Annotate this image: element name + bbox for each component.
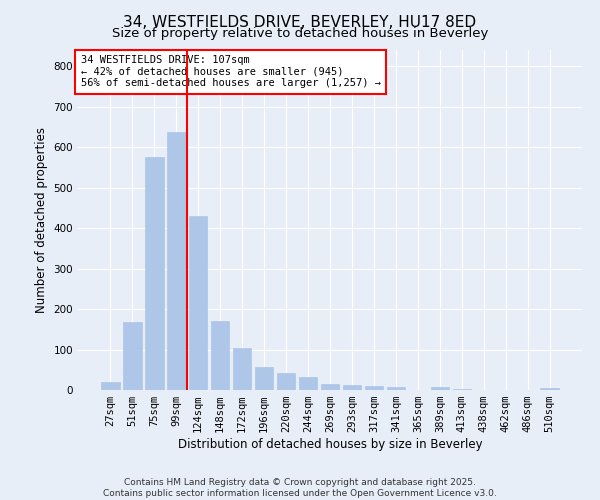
Text: 34 WESTFIELDS DRIVE: 107sqm
← 42% of detached houses are smaller (945)
56% of se: 34 WESTFIELDS DRIVE: 107sqm ← 42% of det… <box>80 55 380 88</box>
Bar <box>211 321 229 390</box>
Bar <box>541 388 559 390</box>
Bar <box>299 377 317 390</box>
Bar <box>431 387 449 390</box>
Bar <box>189 216 208 390</box>
Bar <box>277 372 295 390</box>
Text: Size of property relative to detached houses in Beverley: Size of property relative to detached ho… <box>112 28 488 40</box>
Y-axis label: Number of detached properties: Number of detached properties <box>35 127 48 313</box>
Bar <box>452 389 471 390</box>
Bar <box>233 348 251 390</box>
Bar <box>167 132 185 390</box>
Text: 34, WESTFIELDS DRIVE, BEVERLEY, HU17 8ED: 34, WESTFIELDS DRIVE, BEVERLEY, HU17 8ED <box>124 15 476 30</box>
Bar <box>365 386 383 390</box>
Text: Contains HM Land Registry data © Crown copyright and database right 2025.
Contai: Contains HM Land Registry data © Crown c… <box>103 478 497 498</box>
Bar <box>123 322 142 390</box>
X-axis label: Distribution of detached houses by size in Beverley: Distribution of detached houses by size … <box>178 438 482 451</box>
Bar <box>101 382 119 390</box>
Bar <box>320 384 340 390</box>
Bar <box>145 158 164 390</box>
Bar <box>386 387 405 390</box>
Bar <box>343 385 361 390</box>
Bar <box>255 366 274 390</box>
